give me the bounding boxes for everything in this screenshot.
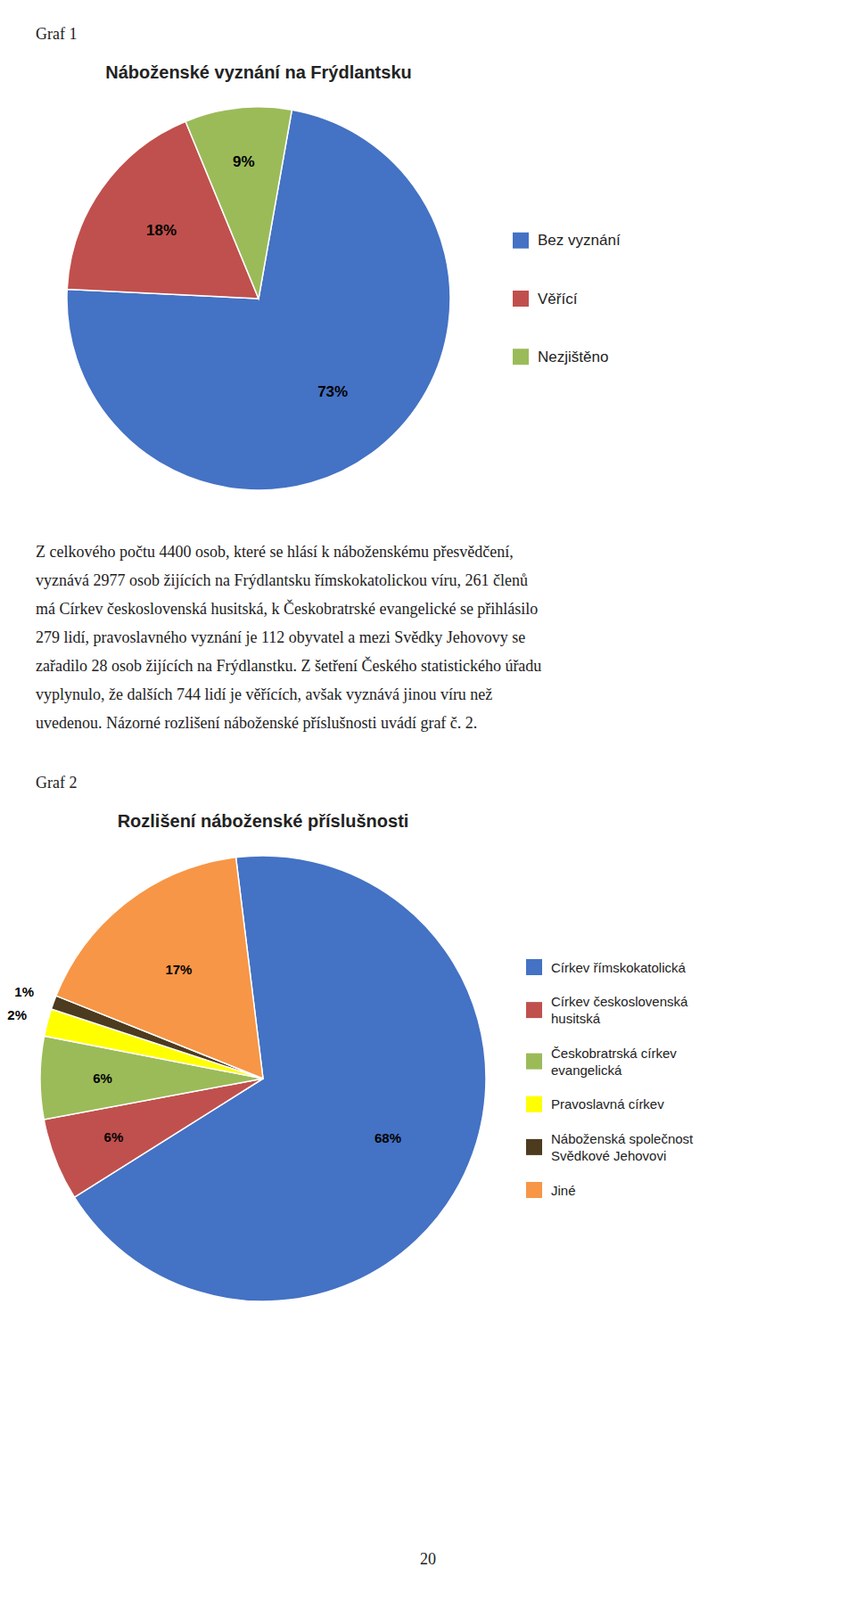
legend-swatch: [526, 1053, 543, 1070]
paragraph-line: uvedenou. Názorné rozlišení náboženské p…: [35, 714, 478, 733]
page-number: 20: [419, 1550, 437, 1569]
legend-item: Náboženská společnostSvědkové Jehovovi: [526, 1131, 694, 1164]
data-label: 9%: [232, 153, 256, 171]
page: Graf 1 Náboženské vyznání na Frýdlantsku 7…: [0, 0, 856, 1600]
data-label: 17%: [164, 962, 192, 978]
legend-item: Jiné: [526, 1182, 577, 1199]
legend-item: Bez vyznání: [512, 231, 621, 249]
data-label: 6%: [92, 1070, 113, 1087]
legend-swatch: [512, 290, 529, 307]
paragraph-line: Z celkového počtu 4400 osob, které se hl…: [35, 543, 514, 561]
legend-item: Nezjištěno: [512, 348, 609, 366]
legend-swatch: [512, 348, 529, 365]
paragraph-line: má Církev československá husitská, k Čes…: [35, 599, 538, 618]
chart-title: Rozlišení náboženské příslušnosti: [117, 811, 410, 832]
data-labels: 68% 6% 6% 2% 1% 17%: [7, 962, 402, 1146]
legend-item: Věřící: [512, 290, 578, 308]
background: [0, 0, 856, 1600]
legend-swatch: [526, 1096, 543, 1113]
legend-label: Církev římskokatolická: [551, 960, 687, 976]
data-label: 6%: [104, 1129, 124, 1145]
legend-label: Církev československáhusitská: [551, 994, 689, 1027]
legend-swatch: [526, 1182, 543, 1199]
paragraph-line: zařadilo 28 osob žijících na Frýdlanstku…: [35, 656, 542, 675]
legend-item: Církev římskokatolická: [526, 959, 687, 976]
legend-label: Pravoslavná církev: [551, 1096, 665, 1112]
pie-slice: [185, 107, 292, 299]
data-label: 73%: [317, 383, 348, 401]
data-labels: 73% 18% 9%: [146, 153, 348, 401]
legend-label: Bez vyznání: [537, 231, 621, 249]
chart-label: Graf 2: [35, 773, 77, 792]
legend-swatch: [512, 232, 529, 249]
data-label: 1%: [14, 984, 34, 1000]
pie-chart: Graf 1 Náboženské vyznání na Frýdlantsku 7…: [35, 24, 621, 491]
slices: [66, 107, 451, 491]
legend-item: Pravoslavná církev: [526, 1096, 665, 1113]
data-label: 2%: [7, 1007, 27, 1023]
legend-label: Jiné: [551, 1183, 577, 1199]
paragraph-line: vyplynulo, že dalších 744 lidí je věřící…: [35, 685, 493, 704]
data-label: 68%: [374, 1130, 402, 1146]
legend-swatch: [526, 1139, 543, 1156]
legend-label: Nezjištěno: [537, 348, 609, 366]
data-label: 18%: [146, 222, 177, 239]
legend: Bez vyznání Věřící Nezjištěno: [512, 231, 621, 366]
pie-slice: [56, 857, 264, 1079]
legend-item: Českobratrská církevevangelická: [526, 1045, 677, 1079]
legend-label: Věřící: [537, 290, 578, 308]
slices: [40, 856, 486, 1302]
legend-swatch: [526, 1002, 543, 1019]
legend-swatch: [526, 959, 543, 976]
paragraph-line: 279 lidí, pravoslavného vyznání je 112 o…: [35, 628, 526, 647]
paragraph: Z celkového počtu 4400 osob, které se hl…: [35, 543, 542, 733]
paragraph-line: vyznává 2977 osob žijících na Frýdlantsk…: [35, 571, 528, 590]
chart-title: Náboženské vyznání na Frýdlantsku: [105, 62, 412, 83]
legend-label: Náboženská společnostSvědkové Jehovovi: [551, 1131, 694, 1164]
chart-label: Graf 1: [35, 24, 77, 43]
legend: Církev římskokatolická Církev českosloven…: [526, 959, 694, 1199]
pie-chart: Graf 2 Rozlišení náboženské příslušnosti 6…: [7, 773, 694, 1302]
legend-label: Českobratrská církevevangelická: [551, 1045, 677, 1079]
legend-item: Církev československáhusitská: [526, 994, 689, 1027]
